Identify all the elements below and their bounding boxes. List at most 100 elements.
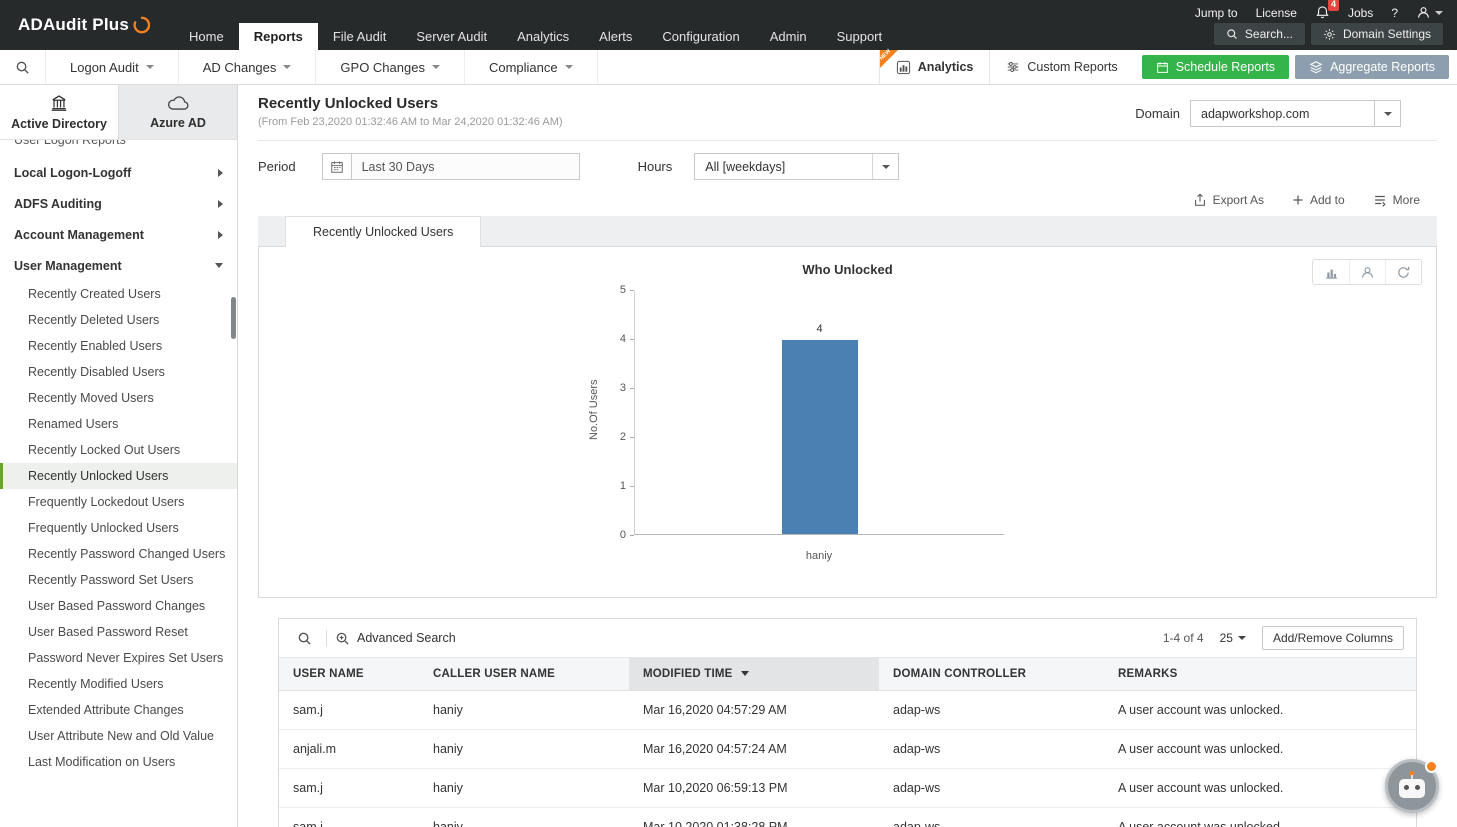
sidebar-item-user-attribute-new-and-old-value[interactable]: User Attribute New and Old Value	[28, 729, 214, 743]
brand-logo[interactable]: ADAudit Plus	[0, 0, 174, 50]
nav-analytics[interactable]: Analytics	[517, 29, 570, 44]
sidebar-item-user-based-password-reset[interactable]: User Based Password Reset	[28, 625, 188, 639]
period-label: Period	[258, 159, 296, 174]
aggregate-reports-button[interactable]: Aggregate Reports	[1295, 55, 1449, 79]
add-to-button[interactable]: Add to	[1292, 193, 1345, 207]
sidebar-group-user-logon-reports[interactable]: User Logon Reports	[0, 140, 237, 157]
sidebar-item-recently-locked-out-users[interactable]: Recently Locked Out Users	[28, 443, 181, 457]
sidebar-item-last-modification-on-users[interactable]: Last Modification on Users	[28, 755, 176, 769]
cell-user-name: sam.j	[279, 807, 419, 827]
global-search[interactable]: Search...	[1213, 23, 1305, 45]
table-row[interactable]: sam.j haniy Mar 10,2020 06:59:13 PM adap…	[279, 768, 1416, 808]
menu-gpo-changes[interactable]: GPO Changes	[316, 50, 465, 84]
y-tick-label: 3	[594, 383, 634, 394]
domain-settings-button[interactable]: Domain Settings	[1310, 23, 1443, 45]
chart-type-button[interactable]	[1313, 260, 1349, 284]
nav-file-audit[interactable]: File Audit	[332, 29, 387, 44]
sidebar-item-recently-created-users[interactable]: Recently Created Users	[28, 287, 161, 301]
sidebar-item-recently-password-changed-users[interactable]: Recently Password Changed Users	[28, 547, 226, 561]
sidebar-group-label: User Logon Reports	[14, 140, 126, 147]
nav-admin[interactable]: Admin	[769, 29, 807, 44]
sidebar-item-recently-password-set-users[interactable]: Recently Password Set Users	[28, 573, 194, 587]
sidebar-group-local-logon-logoff[interactable]: Local Logon-Logoff	[0, 157, 237, 188]
jump-to-link[interactable]: Jump to	[1194, 5, 1238, 20]
chevron-down-icon	[283, 65, 292, 69]
sidebar-item-recently-deleted-users[interactable]: Recently Deleted Users	[28, 313, 160, 327]
nav-server-audit[interactable]: Server Audit	[416, 29, 488, 44]
calendar-button[interactable]	[321, 153, 352, 180]
account-menu[interactable]	[1416, 5, 1443, 20]
sidebar-item-recently-moved-users[interactable]: Recently Moved Users	[28, 391, 154, 405]
sidebar-item-password-never-expires-set-users[interactable]: Password Never Expires Set Users	[28, 651, 224, 665]
nav-home[interactable]: Home	[189, 29, 224, 44]
page-size-select[interactable]: 25	[1220, 631, 1246, 645]
hours-select-caret[interactable]	[872, 154, 898, 179]
nav-configuration[interactable]: Configuration	[662, 29, 740, 44]
sidebar-item-recently-unlocked-users[interactable]: Recently Unlocked Users	[0, 463, 237, 489]
tab-azure-ad[interactable]: Azure AD	[119, 85, 237, 139]
table-row[interactable]: anjali.m haniy Mar 16,2020 04:57:24 AM a…	[279, 729, 1416, 769]
sidebar-item-recently-modified-users[interactable]: Recently Modified Users	[28, 677, 164, 691]
report-tab-strip: Recently Unlocked Users	[258, 216, 1437, 247]
tab-azure-ad-label: Azure AD	[150, 115, 206, 130]
tab-recently-unlocked-users[interactable]: Recently Unlocked Users	[285, 216, 482, 247]
help-link[interactable]: ?	[1391, 5, 1398, 20]
sidebar-item-extended-attribute-changes[interactable]: Extended Attribute Changes	[28, 703, 184, 717]
cell-modified-time: Mar 10,2020 01:38:28 PM	[629, 807, 879, 827]
period-input[interactable]: Last 30 Days	[351, 153, 580, 180]
sidebar-item-user-based-password-changes[interactable]: User Based Password Changes	[28, 599, 206, 613]
column-header-modified-time[interactable]: MODIFIED TIME	[629, 657, 879, 691]
more-button[interactable]: More	[1373, 193, 1420, 207]
nav-support[interactable]: Support	[836, 29, 883, 44]
chart-export-button[interactable]	[1385, 260, 1421, 284]
custom-reports-button[interactable]: Custom Reports	[989, 50, 1133, 84]
sidebar-item-recently-enabled-users[interactable]: Recently Enabled Users	[28, 339, 163, 353]
cell-remarks: A user account was unlocked.	[1104, 807, 1416, 827]
cell-domain-controller: adap-ws	[879, 729, 1104, 769]
notifications-bell-icon[interactable]: 4	[1315, 0, 1339, 20]
sidebar-group-adfs-auditing[interactable]: ADFS Auditing	[0, 188, 237, 219]
sidebar-item-renamed-users[interactable]: Renamed Users	[28, 417, 119, 431]
y-tick-label: 5	[594, 285, 634, 296]
menu-logon-audit-label: Logon Audit	[70, 59, 139, 75]
reports-toolbar: Logon Audit AD Changes GPO Changes Compl…	[0, 48, 1457, 85]
tab-active-directory[interactable]: Active Directory	[0, 85, 119, 139]
table-search-icon[interactable]	[291, 631, 318, 646]
add-remove-columns-button[interactable]: Add/Remove Columns	[1261, 626, 1404, 650]
sidebar-item-recently-disabled-users[interactable]: Recently Disabled Users	[28, 365, 165, 379]
nav-reports[interactable]: Reports	[238, 23, 318, 50]
menu-ad-changes[interactable]: AD Changes	[179, 50, 317, 84]
table-row[interactable]: sam.j haniy Mar 16,2020 04:57:29 AM adap…	[279, 690, 1416, 730]
column-header-caller-user-name[interactable]: CALLER USER NAME	[419, 657, 629, 691]
chart-bar[interactable]: 4	[781, 323, 858, 534]
domain-select[interactable]: adapworkshop.com	[1190, 100, 1375, 127]
sidebar-group-account-management[interactable]: Account Management	[0, 219, 237, 250]
export-as-button[interactable]: Export As	[1193, 193, 1264, 207]
add-to-label: Add to	[1309, 193, 1345, 207]
license-link[interactable]: License	[1255, 5, 1297, 20]
cell-modified-time: Mar 10,2020 06:59:13 PM	[629, 768, 879, 808]
sidebar-item-frequently-unlocked-users[interactable]: Frequently Unlocked Users	[28, 521, 179, 535]
column-header-domain-controller[interactable]: DOMAIN CONTROLLER	[879, 657, 1104, 691]
schedule-reports-button[interactable]: Schedule Reports	[1141, 55, 1290, 79]
analytics-icon	[896, 60, 910, 74]
menu-logon-audit[interactable]: Logon Audit	[46, 50, 179, 84]
nav-alerts[interactable]: Alerts	[599, 29, 633, 44]
table-row[interactable]: sam.j haniy Mar 10,2020 01:38:28 PM adap…	[279, 807, 1416, 827]
chevron-down-icon	[431, 65, 440, 69]
sidebar-scrollbar[interactable]	[231, 297, 236, 339]
jobs-link[interactable]: Jobs	[1347, 5, 1374, 20]
sidebar-item-frequently-lockedout-users[interactable]: Frequently Lockedout Users	[28, 495, 185, 509]
column-header-remarks[interactable]: REMARKS	[1104, 657, 1416, 691]
domain-select-caret[interactable]	[1375, 100, 1401, 127]
menu-compliance[interactable]: Compliance	[465, 50, 598, 84]
column-header-user-name[interactable]: USER NAME	[279, 657, 419, 691]
reports-search-icon[interactable]	[0, 50, 46, 84]
sidebar-group-user-management[interactable]: User Management	[0, 250, 237, 281]
chart-user-filter-button[interactable]	[1349, 260, 1385, 284]
analytics-button[interactable]: NEW Analytics	[879, 48, 990, 84]
chat-bot-button[interactable]	[1385, 759, 1439, 813]
hours-select[interactable]: All [weekdays]	[694, 153, 900, 180]
advanced-search-button[interactable]: Advanced Search	[335, 631, 456, 646]
cell-modified-time: Mar 16,2020 04:57:29 AM	[629, 690, 879, 730]
